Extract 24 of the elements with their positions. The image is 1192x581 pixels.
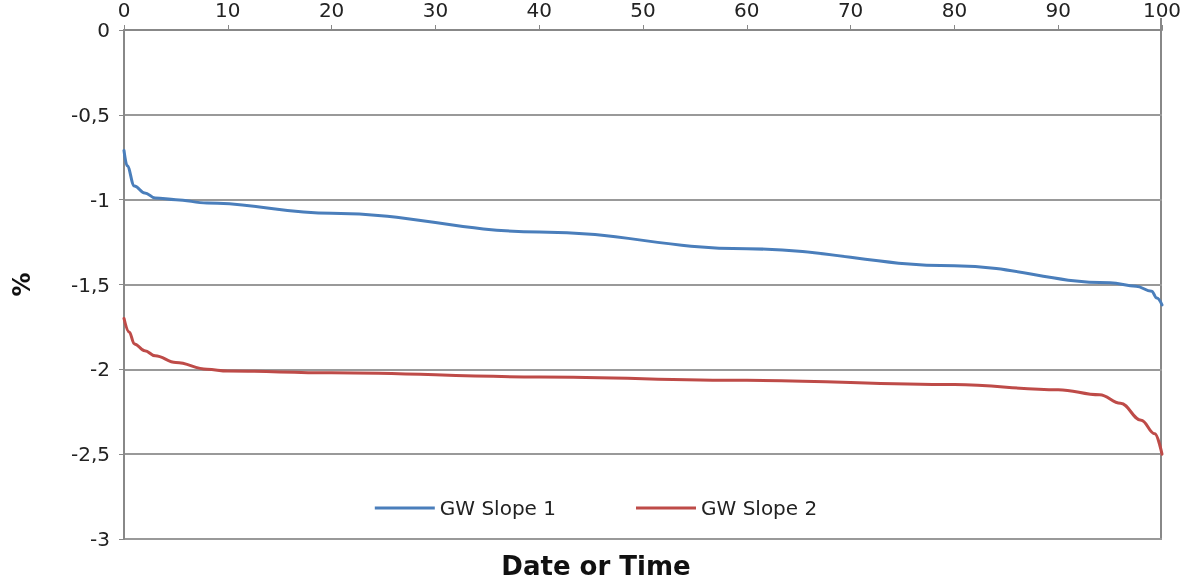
y-tick-label: -1,5	[70, 272, 110, 297]
x-tick-label: 20	[318, 0, 345, 22]
x-tick-label: 90	[1045, 0, 1071, 22]
x-tick-label: 0	[117, 0, 131, 22]
y-tick-label: -2,5	[70, 442, 110, 467]
legend-label: GW Slope 1	[439, 496, 556, 520]
y-tick-label: 0	[97, 18, 110, 42]
x-axis-title: Date or Time	[501, 551, 691, 581]
x-tick-label: 100	[1142, 0, 1182, 22]
x-tick-label: 40	[526, 0, 552, 22]
line-series	[122, 316, 1164, 456]
legend-label: GW Slope 2	[701, 496, 818, 520]
y-tick-label: -0,5	[70, 102, 110, 127]
y-tick-label: -2	[90, 357, 110, 382]
x-tick-label: 10	[215, 0, 241, 22]
y-tick-label: -3	[90, 527, 110, 551]
x-tick-label: 60	[734, 0, 760, 22]
y-axis-title: %	[8, 272, 36, 297]
x-tick-label: 70	[837, 0, 864, 22]
x-tick-label: 80	[941, 0, 968, 22]
line-series	[122, 148, 1164, 307]
y-tick-label: -1	[90, 187, 110, 212]
x-tick-label: 30	[422, 0, 449, 22]
x-tick-label: 50	[630, 0, 656, 22]
